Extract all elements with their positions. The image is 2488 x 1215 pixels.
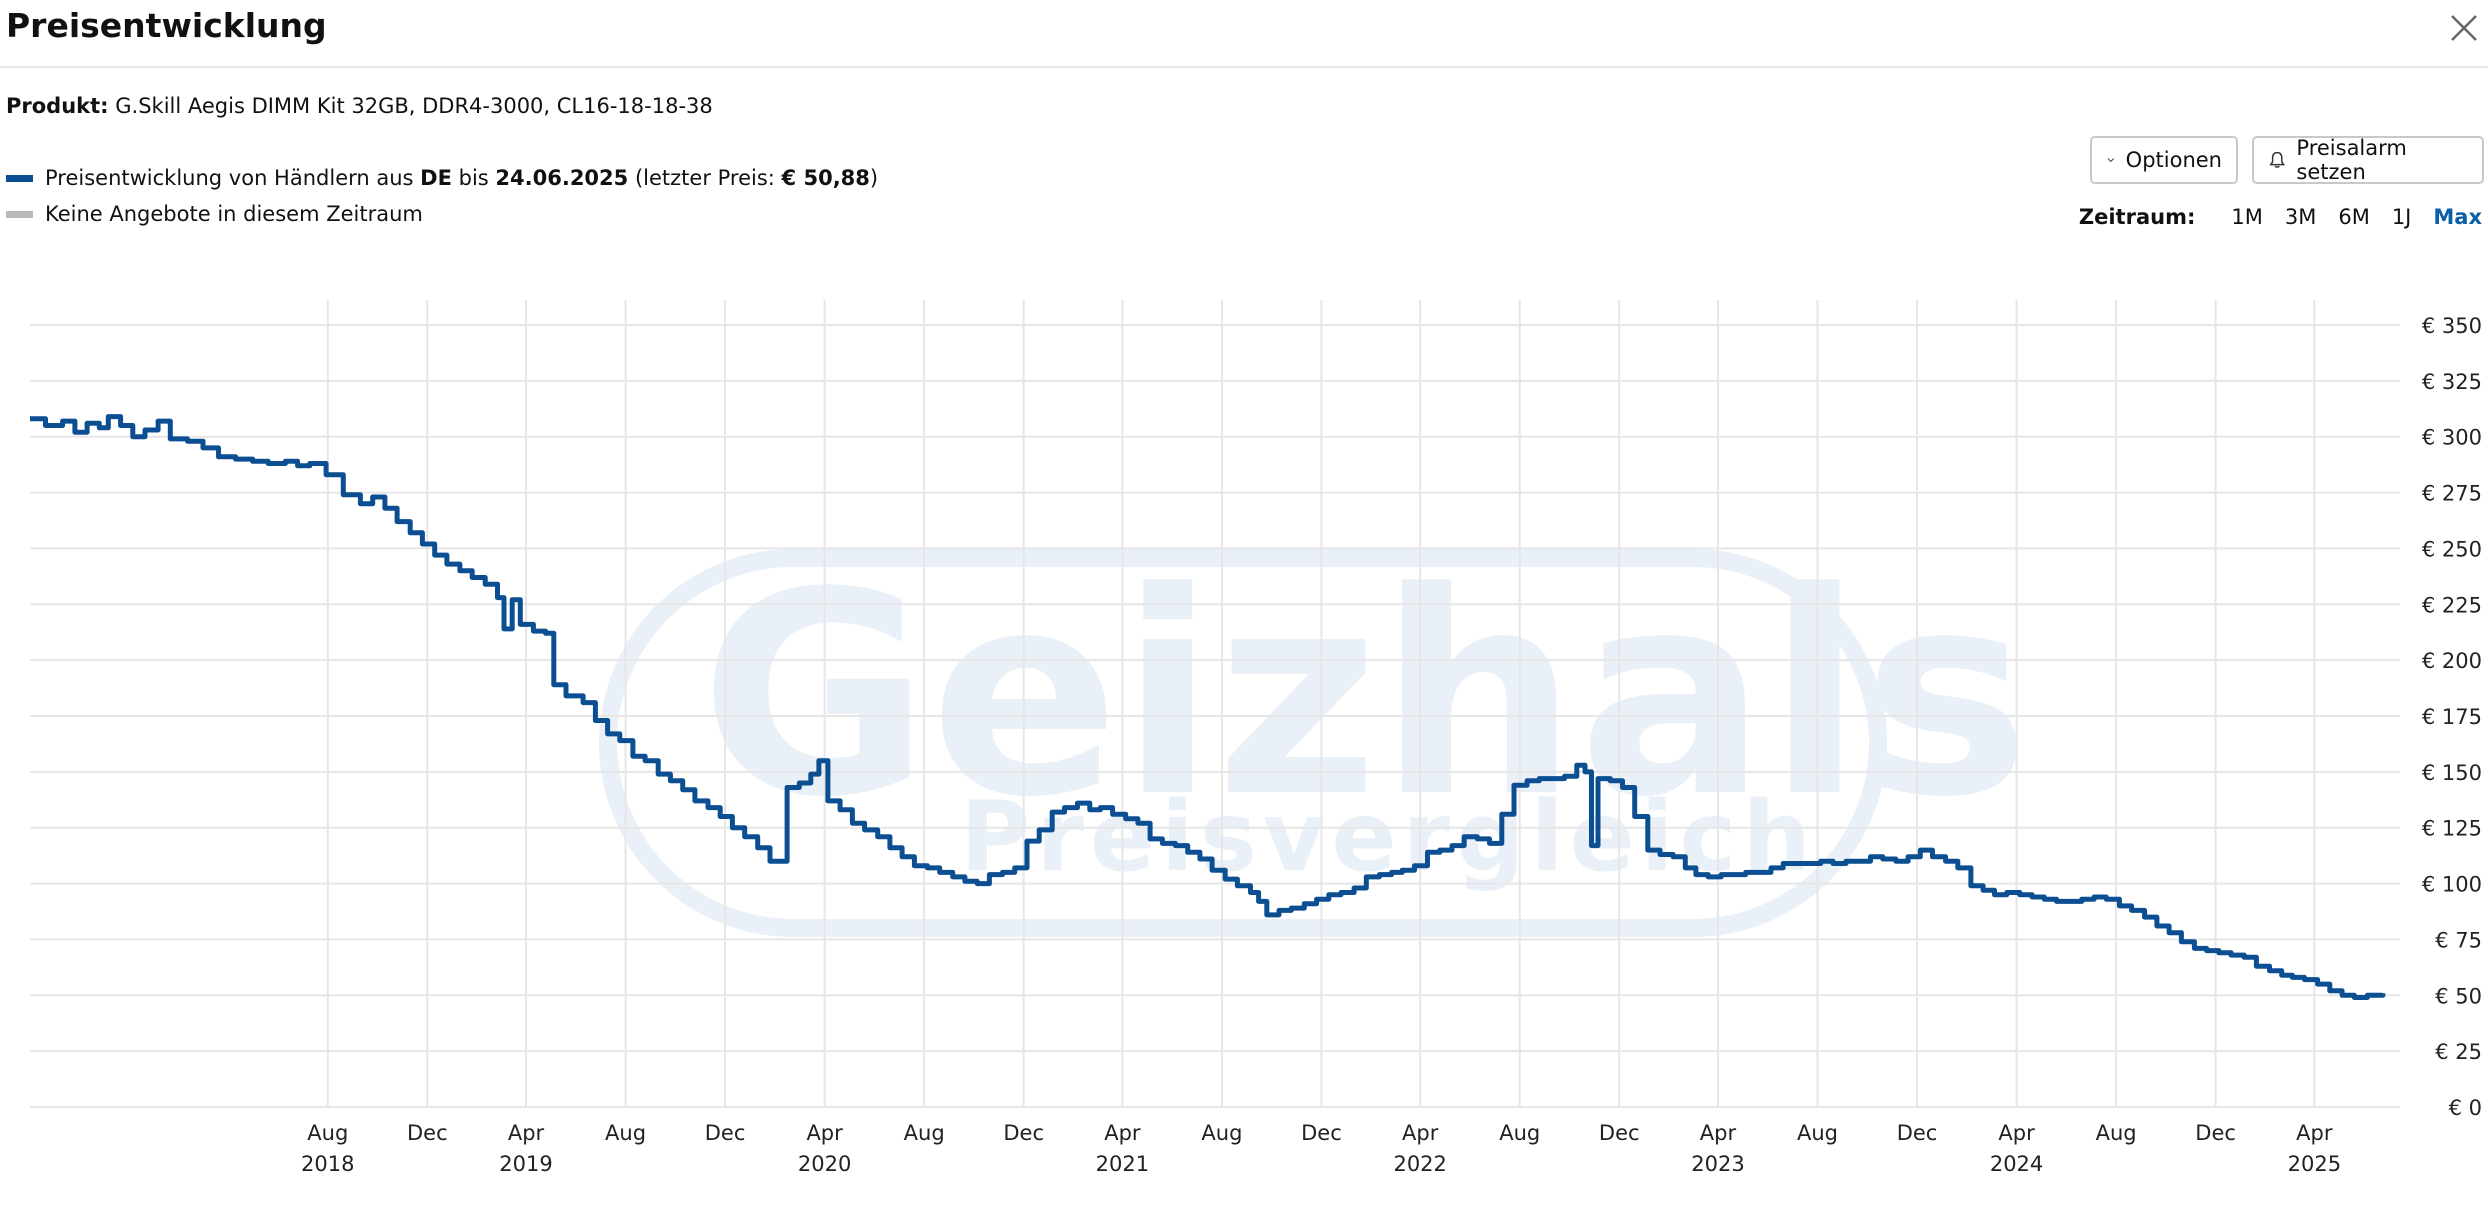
x-tick-label: Aug (1201, 1121, 1242, 1145)
chart-legend: Preisentwicklung von Händlern aus DE bis… (6, 160, 878, 232)
legend-last-price: € 50,88 (781, 166, 870, 190)
chart-grid (30, 300, 2400, 1108)
x-tick-label: Apr (806, 1121, 843, 1145)
timerange-max[interactable]: Max (2433, 205, 2482, 229)
options-button[interactable]: Optionen (2090, 136, 2238, 184)
bell-icon (2269, 151, 2286, 168)
y-tick-label: € 0 (2449, 1096, 2482, 1120)
timerange-1m[interactable]: 1M (2231, 205, 2263, 229)
x-tick-label: Aug (307, 1121, 348, 1145)
timerange-3m[interactable]: 3M (2284, 205, 2317, 229)
price-alarm-button[interactable]: Preisalarm setzen (2252, 136, 2484, 184)
x-tick-label: Dec (1897, 1121, 1938, 1145)
x-year-label: 2024 (1990, 1152, 2043, 1176)
x-year-label: 2021 (1096, 1152, 1149, 1176)
x-tick-label: Dec (1003, 1121, 1044, 1145)
x-year-label: 2025 (2288, 1152, 2341, 1176)
chevron-down-icon (2107, 158, 2115, 163)
header-divider (0, 66, 2488, 68)
x-tick-label: Apr (508, 1121, 545, 1145)
legend-item-no-offers: Keine Angebote in diesem Zeitraum (6, 196, 878, 232)
legend-text-no-offers: Keine Angebote in diesem Zeitraum (45, 202, 423, 226)
page-title: Preisentwicklung (6, 6, 327, 45)
legend-last-price-suffix: ) (869, 166, 879, 190)
options-label: Optionen (2125, 148, 2222, 172)
legend-text-price: Preisentwicklung von Händlern aus DE bis… (45, 166, 878, 190)
y-tick-label: € 75 (2435, 928, 2482, 952)
legend-until: bis (451, 166, 496, 190)
y-tick-label: € 300 (2422, 426, 2482, 450)
x-year-label: 2022 (1393, 1152, 1446, 1176)
y-tick-label: € 150 (2422, 761, 2482, 785)
timerange-1j[interactable]: 1J (2391, 205, 2412, 229)
y-axis: € 0 € 25 € 50 € 75 € 100 € 125 € 150 € 175 € 200… (2422, 314, 2482, 1120)
product-label: Produkt: (6, 94, 109, 118)
x-tick-label: Aug (1797, 1121, 1838, 1145)
x-year-label: 2023 (1691, 1152, 1744, 1176)
watermark-brand: Geizhals (700, 533, 2030, 859)
timerange-selector: Zeitraum: 1M 3M 6M 1J Max (2079, 205, 2482, 229)
y-tick-label: € 350 (2422, 314, 2482, 338)
y-tick-label: € 275 (2422, 482, 2482, 506)
timerange-label: Zeitraum: (2078, 205, 2196, 229)
x-year-label: 2018 (301, 1152, 354, 1176)
legend-item-price: Preisentwicklung von Händlern aus DE bis… (6, 160, 878, 196)
x-tick-label: Dec (2195, 1121, 2236, 1145)
x-tick-label: Apr (1998, 1121, 2035, 1145)
y-tick-label: € 325 (2422, 370, 2482, 394)
y-tick-label: € 50 (2435, 984, 2482, 1008)
legend-last-price-prefix: (letzter Preis: (628, 166, 782, 190)
x-tick-label: Aug (1499, 1121, 1540, 1145)
y-tick-label: € 225 (2422, 593, 2482, 617)
x-tick-label: Aug (605, 1121, 646, 1145)
x-year-label: 2019 (499, 1152, 552, 1176)
x-tick-label: Dec (1301, 1121, 1342, 1145)
y-tick-label: € 100 (2422, 873, 2482, 897)
x-tick-label: Apr (1700, 1121, 1737, 1145)
y-tick-label: € 200 (2422, 649, 2482, 673)
price-line (30, 414, 2386, 1000)
y-tick-label: € 25 (2435, 1040, 2482, 1064)
product-info: Produkt: G.Skill Aegis DIMM Kit 32GB, DD… (6, 94, 713, 118)
chart-series (30, 414, 2386, 1000)
x-tick-label: Dec (705, 1121, 746, 1145)
x-year-label: 2020 (798, 1152, 851, 1176)
y-tick-label: € 175 (2422, 705, 2482, 729)
legend-date: 24.06.2025 (495, 166, 629, 190)
x-tick-label: Aug (2096, 1121, 2137, 1145)
x-tick-label: Aug (904, 1121, 945, 1145)
close-button[interactable] (2446, 10, 2482, 46)
close-icon (2451, 15, 2477, 41)
x-tick-label: Apr (1104, 1121, 1141, 1145)
price-alarm-label: Preisalarm setzen (2296, 136, 2407, 184)
y-tick-label: € 125 (2422, 817, 2482, 841)
x-axis: Aug 2018 Dec Apr 2019 Aug Dec Apr 2020 Aug Dec Apr 2… (301, 1121, 2341, 1176)
timerange-6m[interactable]: 6M (2338, 205, 2370, 229)
y-tick-label: € 250 (2422, 537, 2482, 561)
legend-prefix: Preisentwicklung von Händlern aus (45, 166, 421, 190)
x-tick-label: Apr (1402, 1121, 1439, 1145)
x-tick-label: Dec (1599, 1121, 1640, 1145)
legend-country: DE (420, 166, 452, 190)
watermark-logo: Geizhals Preisvergleich (599, 533, 2030, 937)
legend-swatch-no-offers (6, 210, 33, 218)
product-name: G.Skill Aegis DIMM Kit 32GB, DDR4-3000, … (115, 94, 713, 118)
x-tick-label: Dec (407, 1121, 448, 1145)
legend-swatch-price (6, 174, 33, 182)
x-tick-label: Apr (2296, 1121, 2333, 1145)
price-chart: Geizhals Preisvergleich € 0€ 25€ 50€ 75€… (30, 300, 2482, 1176)
